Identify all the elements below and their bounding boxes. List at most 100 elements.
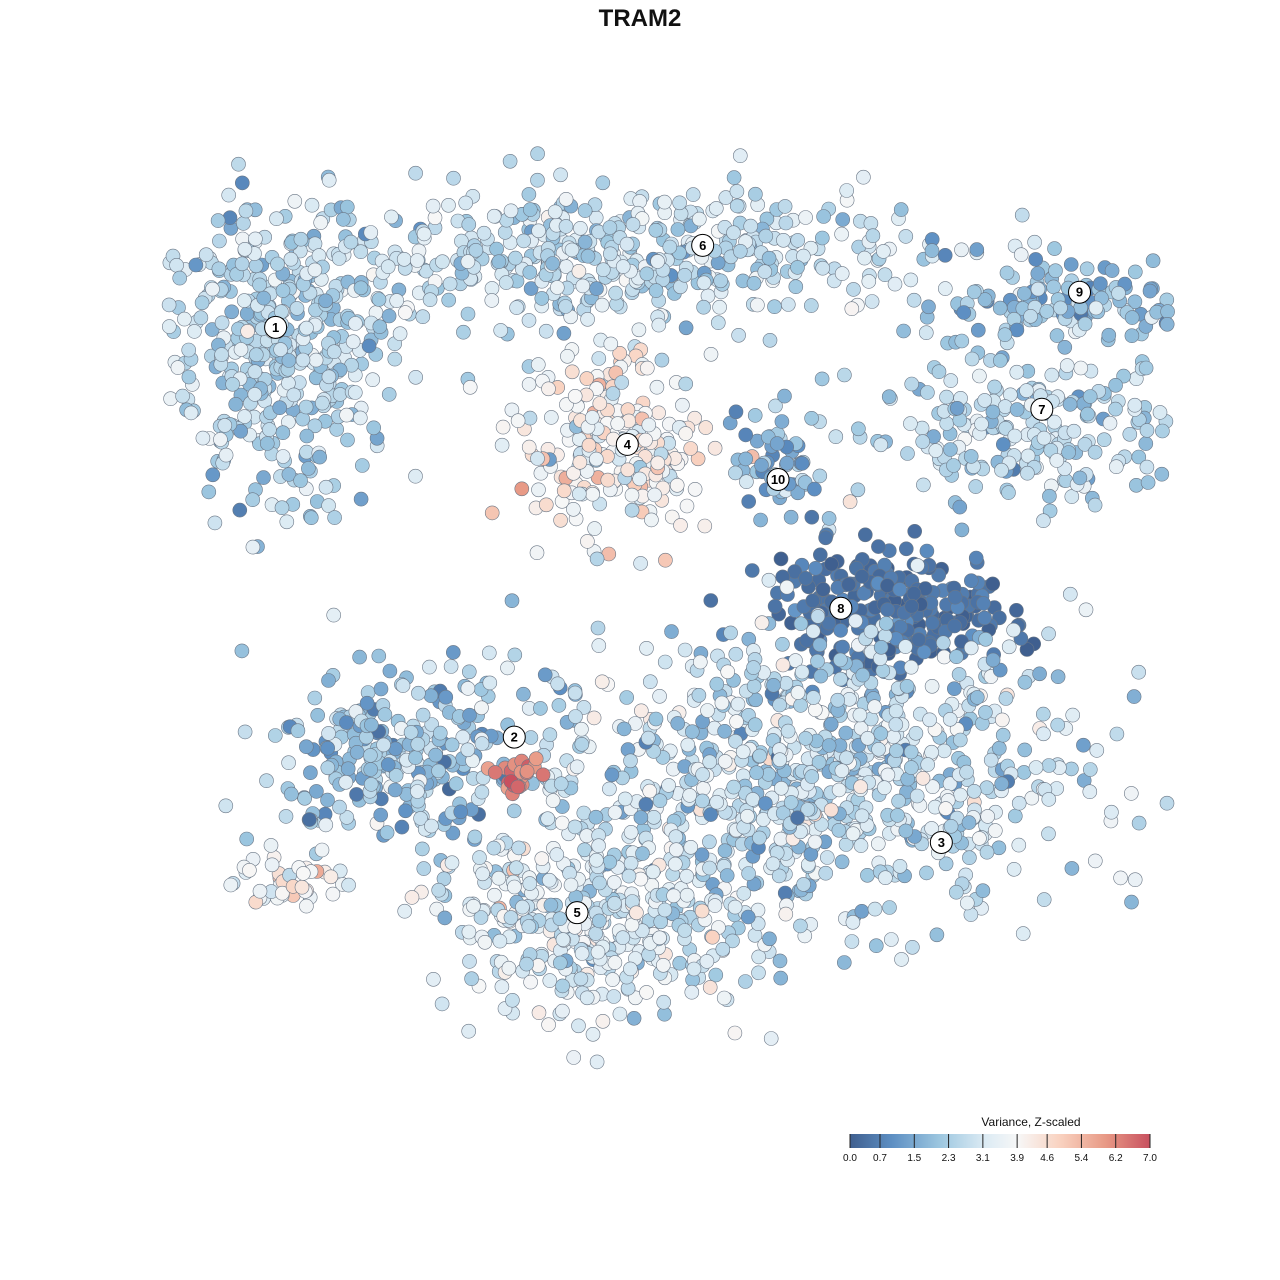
data-point: [1108, 401, 1123, 417]
data-point: [700, 703, 715, 718]
data-point: [621, 868, 637, 884]
data-point: [677, 267, 693, 283]
data-point: [740, 808, 755, 824]
data-point: [882, 900, 897, 915]
data-point: [397, 305, 413, 320]
data-point: [631, 322, 647, 338]
data-point: [472, 850, 487, 865]
data-point: [349, 744, 365, 760]
data-point: [1009, 364, 1025, 380]
data-point: [854, 569, 870, 584]
data-point: [798, 731, 813, 746]
data-point: [363, 762, 379, 777]
data-point: [335, 212, 351, 227]
data-point: [340, 761, 356, 777]
data-point: [353, 491, 369, 507]
data-point: [898, 229, 914, 244]
data-point: [702, 980, 718, 995]
data-point: [1041, 626, 1056, 642]
data-point: [558, 192, 574, 207]
data-point: [824, 556, 839, 572]
data-point: [566, 465, 581, 481]
data-point: [624, 917, 640, 933]
data-point: [720, 664, 736, 680]
data-point: [776, 233, 791, 248]
data-point: [949, 649, 964, 665]
chart-title: TRAM2: [599, 5, 682, 32]
data-point: [568, 709, 583, 724]
data-point: [853, 779, 868, 795]
data-point: [978, 705, 993, 720]
data-point: [668, 829, 684, 845]
data-point: [677, 642, 693, 658]
data-point: [834, 854, 850, 870]
data-point: [489, 241, 504, 257]
data-point: [810, 653, 825, 669]
data-point: [790, 485, 806, 501]
data-point: [445, 645, 461, 660]
data-point: [264, 857, 280, 873]
data-point: [619, 236, 635, 252]
data-point: [468, 243, 484, 258]
data-point: [921, 299, 936, 315]
data-point: [783, 509, 799, 525]
data-point: [460, 254, 476, 269]
data-point: [943, 818, 959, 834]
data-point: [461, 1023, 477, 1039]
data-point: [727, 899, 743, 915]
data-point: [903, 760, 919, 775]
data-point: [614, 375, 630, 390]
data-point: [893, 202, 909, 217]
data-point: [321, 172, 337, 188]
data-point: [619, 690, 635, 705]
data-point: [678, 320, 694, 336]
data-point: [920, 385, 935, 400]
data-point: [774, 414, 790, 429]
data-point: [431, 882, 447, 898]
data-point: [573, 971, 589, 987]
data-point: [698, 420, 714, 435]
data-point: [411, 685, 426, 701]
data-point: [590, 944, 606, 960]
data-point: [584, 410, 600, 425]
data-point: [937, 281, 953, 296]
data-point: [567, 685, 583, 701]
data-point: [924, 744, 939, 760]
data-point: [384, 209, 399, 225]
data-point: [836, 955, 852, 970]
data-point: [936, 649, 952, 665]
data-point: [699, 954, 715, 969]
data-point: [1128, 264, 1143, 280]
data-point: [898, 541, 914, 557]
data-point: [728, 404, 744, 420]
data-point: [290, 723, 306, 739]
data-point: [213, 432, 228, 447]
data-point: [218, 447, 234, 463]
data-point: [608, 285, 623, 301]
data-point: [753, 512, 768, 528]
data-point: [974, 416, 989, 432]
data-point: [748, 186, 763, 202]
data-point: [868, 938, 884, 954]
data-point: [531, 482, 546, 498]
data-point: [414, 841, 430, 857]
data-point: [210, 213, 226, 228]
data-point: [738, 427, 754, 443]
data-point: [728, 465, 743, 481]
data-point: [1036, 726, 1051, 742]
data-point: [1109, 459, 1124, 475]
data-point: [423, 688, 439, 704]
data-point: [793, 918, 808, 934]
data-point: [275, 449, 291, 464]
data-point: [580, 311, 595, 327]
data-point: [1028, 760, 1044, 775]
data-point: [579, 371, 595, 386]
data-point: [286, 387, 302, 403]
data-point: [595, 175, 611, 191]
data-point: [890, 808, 905, 823]
data-point: [883, 932, 899, 947]
data-point: [877, 267, 893, 283]
data-point: [248, 347, 264, 363]
data-point: [1093, 276, 1108, 292]
data-point: [497, 225, 513, 240]
